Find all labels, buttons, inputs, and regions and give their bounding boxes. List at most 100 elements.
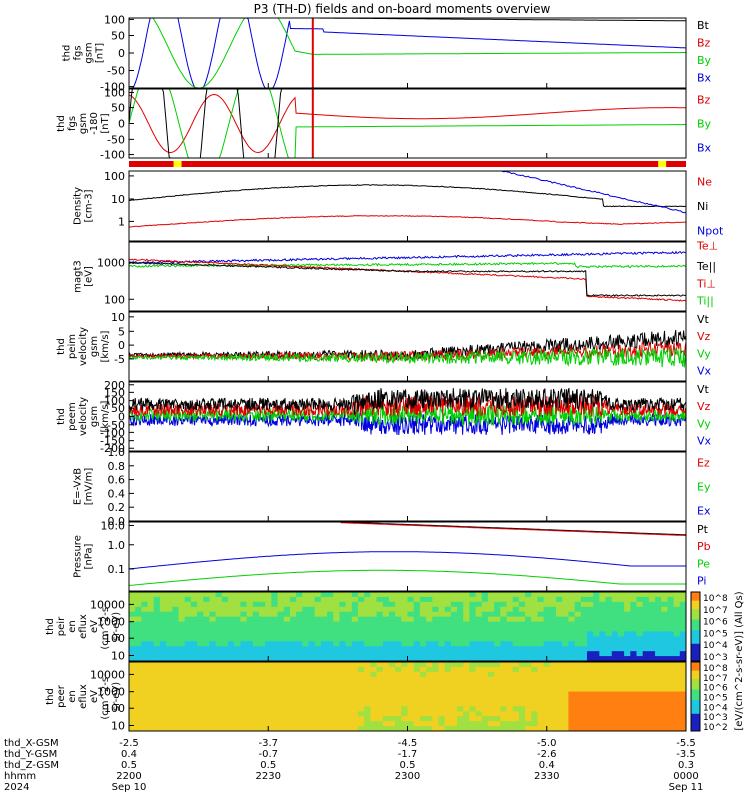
heatmap-cell <box>339 641 347 647</box>
heatmap-cell <box>487 616 495 623</box>
heatmap-cell <box>351 686 359 693</box>
heatmap-cell <box>339 626 347 632</box>
heatmap-cell <box>580 631 588 637</box>
heatmap-cell <box>240 656 248 661</box>
heatmap-cell <box>351 701 359 707</box>
time-axis-value: -4.5 <box>398 738 418 749</box>
heatmap-cell <box>457 651 464 657</box>
colorbar-cell <box>691 675 700 679</box>
heatmap-cell <box>302 636 309 642</box>
heatmap-cell <box>147 626 155 632</box>
heatmap-cell <box>679 686 686 693</box>
heatmap-cell <box>469 601 477 608</box>
series-line <box>129 18 686 88</box>
heatmap-cell <box>283 651 291 657</box>
heatmap-cell <box>605 711 613 717</box>
y-tick-label: 150 <box>104 386 125 399</box>
heatmap-cell <box>401 656 408 661</box>
heatmap-cell <box>549 666 557 673</box>
heatmap-cell <box>172 601 180 608</box>
heatmap-cell <box>129 636 136 642</box>
heatmap-cell <box>141 606 149 613</box>
colorbar-cell <box>691 662 700 665</box>
heatmap-cell <box>333 716 340 722</box>
heatmap-cell <box>450 596 458 603</box>
heatmap-cell <box>648 646 656 652</box>
heatmap-cell <box>345 662 353 668</box>
heatmap-cell <box>506 676 514 683</box>
heatmap-cell <box>184 611 192 618</box>
heatmap-cell <box>500 686 508 693</box>
heatmap-cell <box>605 726 613 731</box>
heatmap-cell <box>568 651 576 657</box>
heatmap-cell <box>190 611 198 618</box>
heatmap-cell <box>463 676 470 683</box>
heatmap-cell <box>413 691 421 697</box>
heatmap-cell <box>543 651 551 657</box>
heatmap-cell <box>395 721 402 727</box>
heatmap-cell <box>234 671 241 678</box>
heatmap-cell <box>617 592 625 598</box>
heatmap-cell <box>129 716 136 722</box>
heatmap-cell <box>314 631 322 637</box>
heatmap-cell <box>506 636 514 642</box>
heatmap-cell <box>543 646 551 652</box>
heatmap-cell <box>636 626 644 632</box>
heatmap-cell <box>401 686 408 693</box>
heatmap-cell <box>494 606 501 613</box>
heatmap-cell <box>426 596 433 603</box>
heatmap-cell <box>599 671 607 678</box>
heatmap-cell <box>141 656 149 661</box>
heatmap-cell <box>166 626 173 632</box>
heatmap-cell <box>190 706 198 712</box>
time-axis-value: Sep 11 <box>669 782 704 793</box>
y-axis-label: [nPa] <box>84 543 95 569</box>
heatmap-cell <box>506 651 514 657</box>
heatmap-cell <box>197 656 204 661</box>
heatmap-cell <box>487 696 495 702</box>
heatmap-cell <box>556 686 563 693</box>
heatmap-cell <box>599 631 607 637</box>
heatmap-cell <box>419 721 427 727</box>
heatmap-cell <box>648 641 656 647</box>
heatmap-cell <box>289 721 297 727</box>
heatmap-cell <box>283 696 291 702</box>
heatmap-cell <box>413 696 421 702</box>
heatmap-cell <box>265 686 272 693</box>
heatmap-cell <box>599 646 607 652</box>
heatmap-cell <box>636 592 644 598</box>
heatmap-cell <box>190 646 198 652</box>
heatmap-cell <box>444 716 452 722</box>
heatmap-cell <box>141 646 149 652</box>
heatmap-cell <box>512 626 520 632</box>
heatmap-cell <box>240 631 248 637</box>
heatmap-cell <box>240 716 248 722</box>
heatmap-cell <box>271 716 279 722</box>
heatmap-cell <box>481 726 489 731</box>
heatmap-cell <box>178 711 186 717</box>
heatmap-cell <box>487 701 495 707</box>
heatmap-cell <box>667 651 675 657</box>
heatmap-cell <box>630 631 637 637</box>
heatmap-cell <box>240 592 248 598</box>
heatmap-cell <box>364 621 371 627</box>
heatmap-cell <box>327 676 334 683</box>
heatmap-cell <box>401 666 408 673</box>
y-axis-label: fgs <box>67 116 78 131</box>
heatmap-cell <box>277 646 285 652</box>
heatmap-cell <box>481 691 489 697</box>
heatmap-cell <box>673 671 681 678</box>
heatmap-cell <box>642 716 650 722</box>
heatmap-cell <box>413 716 421 722</box>
heatmap-cell <box>308 666 316 673</box>
heatmap-cell <box>568 606 576 613</box>
colorbar-tick-label: 10^3 <box>703 713 728 723</box>
heatmap-cell <box>296 706 303 712</box>
heatmap-cell <box>252 606 260 613</box>
heatmap-cell <box>364 671 371 678</box>
heatmap-cell <box>302 596 309 603</box>
heatmap-cell <box>333 592 340 598</box>
heatmap-cell <box>624 691 631 697</box>
heatmap-cell <box>494 662 501 668</box>
